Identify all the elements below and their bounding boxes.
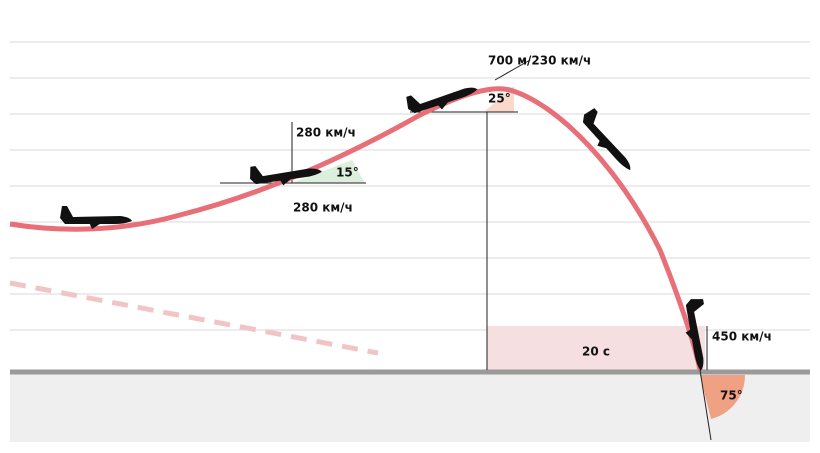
grid (10, 41, 810, 331)
impact-speed: 450 км/ч (712, 330, 772, 344)
climb-speed-bottom: 280 км/ч (293, 201, 353, 215)
climb-speed-top: 280 км/ч (296, 126, 356, 140)
peak-label: 700 м/230 км/ч (488, 54, 591, 68)
time-box (487, 326, 705, 370)
fall-time: 20 с (582, 345, 610, 359)
dashed-path (9, 280, 379, 356)
peak-pointer (494, 59, 531, 81)
climb-wedge (292, 160, 365, 183)
impact-angle: 75° (720, 389, 743, 403)
impact-line (699, 369, 712, 441)
peak-angle: 25° (488, 92, 511, 106)
climb-angle: 15° (336, 166, 359, 180)
impact-wedge (700, 375, 746, 419)
peak-wedge (484, 86, 514, 112)
ground (10, 374, 810, 442)
